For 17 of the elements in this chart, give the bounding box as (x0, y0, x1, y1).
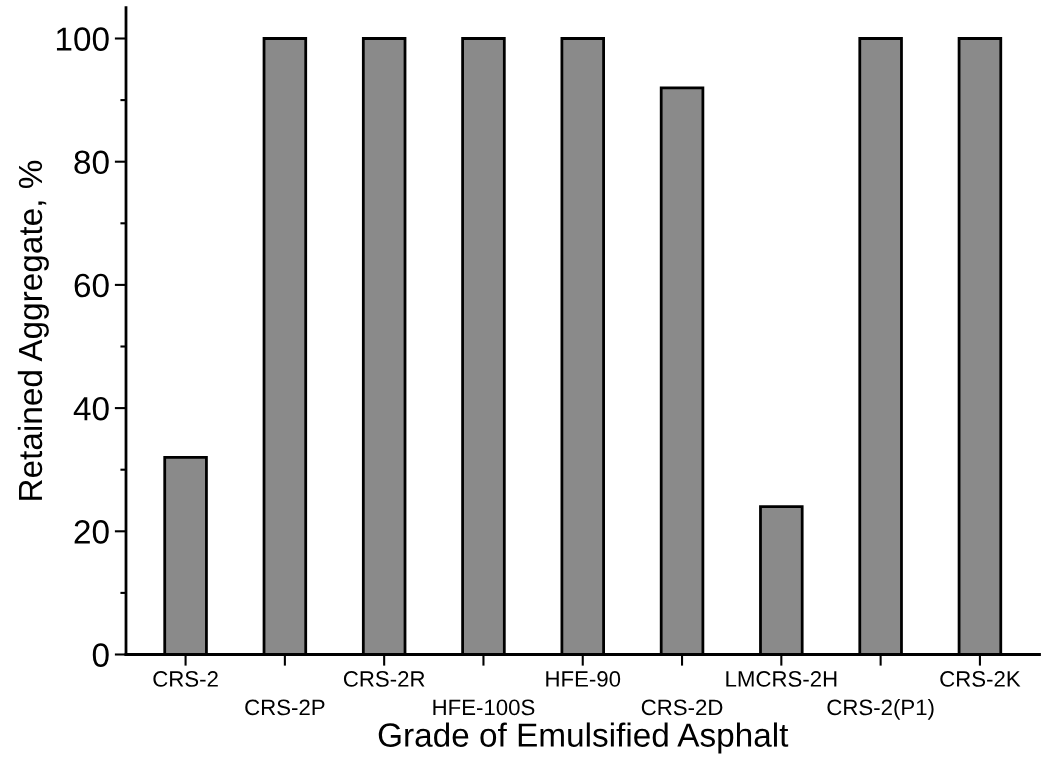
x-tick-label: HFE-90 (546, 671, 621, 687)
x-tick-label: CRS-2D (641, 699, 723, 716)
x-tick-label: CRS-2(P1) (827, 698, 934, 720)
x-axis-title: Grade of Emulsified Asphalt (378, 722, 789, 754)
x-tick-label: CRS-2P (245, 699, 325, 716)
y-tick-label: 80 (74, 150, 109, 175)
x-tick-label: LMCRS-2H (726, 671, 837, 687)
x-tick-label: HFE-100S (433, 699, 535, 716)
x-tick-label: CRS-2 (153, 671, 218, 687)
y-tick-label: 20 (74, 520, 109, 544)
x-tick-label: CRS-2K (940, 671, 1021, 687)
y-tick-label: 60 (74, 273, 109, 298)
x-tick-label: CRS-2R (343, 671, 425, 687)
y-tick-label: 0 (92, 643, 109, 667)
y-tick-label: 40 (73, 396, 109, 421)
y-tick-label: 100 (56, 27, 109, 51)
y-axis-title: Retained Aggregate, % (17, 160, 49, 500)
